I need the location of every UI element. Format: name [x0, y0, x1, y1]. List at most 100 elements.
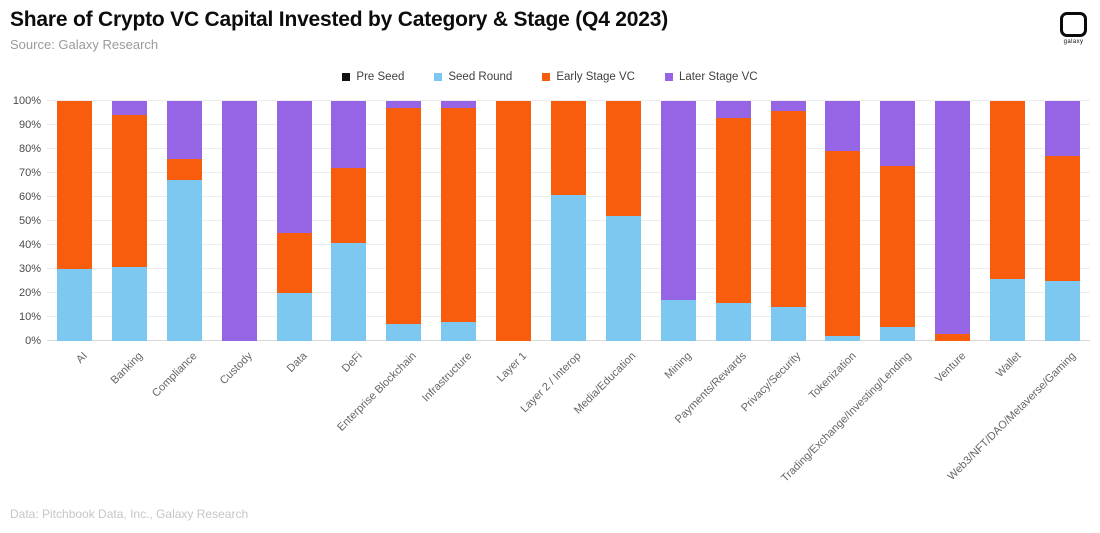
bar-segment-later-stage-vc	[441, 101, 477, 109]
y-tick-label: 100%	[12, 95, 41, 107]
bar-segment-seed-round	[880, 326, 916, 341]
legend-label: Early Stage VC	[556, 71, 635, 83]
stacked-bar-mining	[660, 101, 696, 341]
bar-segment-early-stage-vc	[331, 168, 367, 243]
page-title: Share of Crypto VC Capital Invested by C…	[10, 8, 669, 31]
stacked-bar-privacy-security	[770, 101, 806, 341]
y-tick-label: 70%	[18, 167, 41, 179]
x-tick-label: Infrastructure	[419, 350, 475, 405]
bar-segment-later-stage-vc	[660, 101, 696, 301]
y-tick-label: 50%	[18, 215, 41, 227]
legend: Pre Seed Seed Round Early Stage VC Later St…	[0, 71, 1100, 83]
bar-segment-later-stage-vc	[221, 101, 257, 341]
bar-segment-seed-round	[441, 321, 477, 341]
bar-segment-early-stage-vc	[276, 233, 312, 293]
bar-segment-later-stage-vc	[331, 101, 367, 169]
bar-segment-early-stage-vc	[715, 117, 751, 303]
bars	[47, 101, 1090, 341]
stacked-bar-custody	[221, 101, 257, 341]
bar-segment-later-stage-vc	[276, 101, 312, 233]
bar-segment-early-stage-vc	[990, 101, 1026, 279]
bar-segment-seed-round	[715, 302, 751, 341]
bar-segment-later-stage-vc	[880, 101, 916, 166]
bar-segment-early-stage-vc	[111, 115, 147, 267]
bar-segment-early-stage-vc	[880, 165, 916, 327]
x-tick-label: Compliance	[150, 350, 200, 400]
stacked-bar-banking	[111, 101, 147, 341]
bar-segment-seed-round	[770, 307, 806, 341]
legend-swatch-icon	[664, 73, 673, 81]
bar-segment-seed-round	[166, 180, 202, 341]
stacked-bar-compliance	[166, 101, 202, 341]
x-tick-label: DeFi	[339, 350, 365, 375]
x-tick-label: Custody	[217, 350, 255, 388]
bar-segment-seed-round	[276, 293, 312, 341]
bar-segment-later-stage-vc	[770, 101, 806, 111]
bar-segment-early-stage-vc	[166, 158, 202, 181]
plot-area	[47, 100, 1090, 341]
bar-segment-early-stage-vc	[770, 110, 806, 308]
bar-segment-seed-round	[825, 336, 861, 341]
legend-swatch-icon	[342, 73, 351, 81]
legend-swatch-icon	[434, 73, 443, 81]
gridline	[47, 100, 1090, 101]
bar-segment-later-stage-vc	[111, 101, 147, 116]
source-caption: Source: Galaxy Research	[10, 37, 159, 52]
bar-segment-later-stage-vc	[715, 101, 751, 118]
x-tick-label: Banking	[108, 350, 145, 387]
stacked-bar-tokenization	[825, 101, 861, 341]
x-tick-label: Wallet	[993, 350, 1024, 380]
galaxy-logo: galaxy	[1060, 12, 1087, 45]
x-tick-label: Tokenization	[806, 350, 859, 402]
bar-segment-early-stage-vc	[56, 101, 92, 269]
stacked-bar-defi	[331, 101, 367, 341]
stacked-bar-wallet	[990, 101, 1026, 341]
bar-segment-early-stage-vc	[550, 101, 586, 195]
footer-credit: Data: Pitchbook Data, Inc., Galaxy Resea…	[10, 507, 249, 521]
x-tick-label: Mining	[662, 350, 694, 382]
y-axis-labels: 0% 10% 20% 30% 40% 50% 60% 70% 80% 90% 100%	[0, 95, 41, 347]
stacked-bar-enterprise-blockchain	[386, 101, 422, 341]
bar-segment-seed-round	[111, 266, 147, 341]
x-tick-label: Privacy/Security	[739, 350, 804, 415]
bar-segment-early-stage-vc	[1044, 156, 1080, 281]
bar-segment-seed-round	[1044, 281, 1080, 341]
legend-label: Seed Round	[448, 71, 513, 83]
x-tick-label: Layer 1	[494, 350, 530, 385]
bar-segment-later-stage-vc	[1044, 101, 1080, 157]
y-tick-label: 10%	[18, 311, 41, 323]
stacked-bar-ai	[56, 101, 92, 341]
legend-item-later-stage-vc: Later Stage VC	[664, 71, 758, 83]
galaxy-logo-icon	[1060, 12, 1087, 37]
x-tick-label: AI	[74, 350, 90, 366]
bar-segment-seed-round	[386, 324, 422, 341]
y-tick-label: 20%	[18, 287, 41, 299]
legend-label: Pre Seed	[356, 71, 405, 83]
bar-segment-early-stage-vc	[386, 108, 422, 325]
x-axis-labels: AI Banking Compliance Custody Data DeFi Enterp…	[47, 341, 1090, 501]
bar-segment-seed-round	[56, 269, 92, 341]
stacked-bar-web3-nft-dao-metaverse-gaming	[1044, 101, 1080, 341]
x-tick-label: Data	[284, 350, 310, 375]
bar-segment-later-stage-vc	[166, 101, 202, 159]
bar-segment-seed-round	[605, 216, 641, 341]
bar-segment-seed-round	[990, 278, 1026, 341]
stacked-bar-payments-rewards	[715, 101, 751, 341]
legend-item-pre-seed: Pre Seed	[342, 71, 404, 83]
bar-segment-early-stage-vc	[825, 151, 861, 337]
stacked-bar-venture	[935, 101, 971, 341]
legend-item-seed-round: Seed Round	[434, 71, 512, 83]
bar-segment-seed-round	[331, 242, 367, 341]
bar-segment-seed-round	[660, 300, 696, 341]
bar-segment-early-stage-vc	[605, 101, 641, 217]
stacked-bar-media-education	[605, 101, 641, 341]
y-tick-label: 40%	[18, 239, 41, 251]
stacked-bar-infrastructure	[441, 101, 477, 341]
legend-item-early-stage-vc: Early Stage VC	[542, 71, 635, 83]
y-tick-label: 0%	[25, 335, 41, 347]
bar-segment-later-stage-vc	[386, 101, 422, 109]
x-tick-label: Venture	[932, 350, 969, 386]
galaxy-logo-label: galaxy	[1063, 39, 1084, 45]
bar-segment-later-stage-vc	[935, 101, 971, 334]
bar-segment-early-stage-vc	[441, 108, 477, 322]
